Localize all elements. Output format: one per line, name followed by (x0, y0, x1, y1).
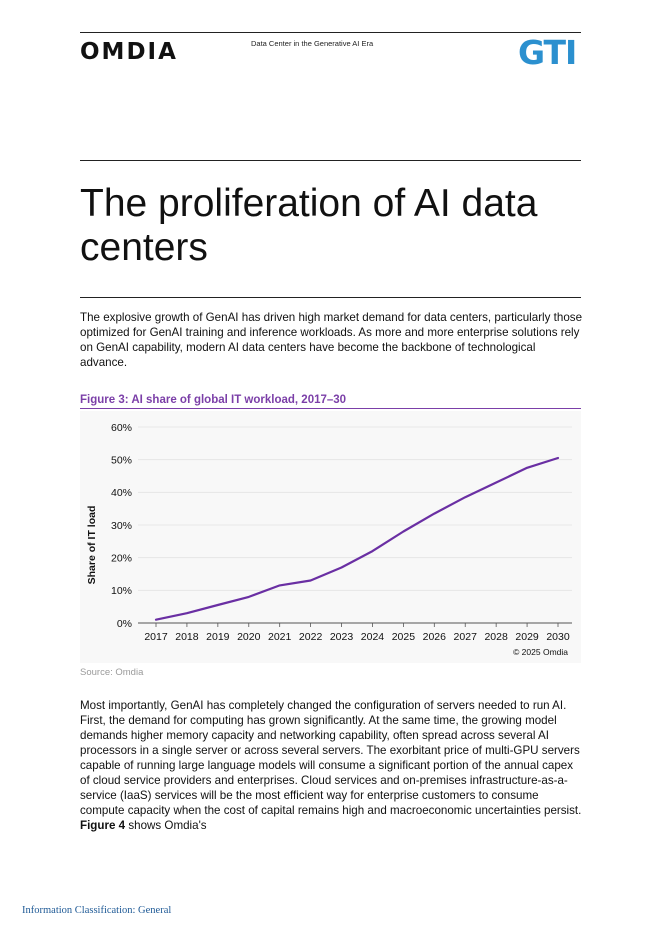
page-title: The proliferation of AI data centers (80, 182, 538, 269)
body-paragraph: Most importantly, GenAI has completely c… (80, 698, 585, 833)
x-tick-label: 2030 (546, 631, 570, 643)
x-tick-label: 2024 (361, 631, 385, 643)
x-tick-label: 2019 (206, 631, 230, 643)
y-tick-label: 40% (111, 487, 132, 499)
x-tick-label: 2018 (175, 631, 199, 643)
chart-panel (80, 411, 581, 663)
x-tick-label: 2025 (392, 631, 416, 643)
y-tick-label: 60% (111, 422, 132, 434)
series-line-ai-share (154, 456, 560, 621)
body-paragraph-main: Most importantly, GenAI has completely c… (80, 699, 582, 817)
x-tick-label: 2028 (484, 631, 508, 643)
figure-source: Source: Omdia (80, 667, 144, 678)
y-tick-label: 30% (111, 520, 132, 532)
y-tick-label: 10% (111, 585, 132, 597)
chart-copyright: © 2025 Omdia (513, 647, 568, 657)
omdia-logo: OMDIA (80, 39, 178, 65)
x-tick-labels: 2017 2018 2019 2020 2021 2022 2023 2024 2025 2026… (144, 623, 570, 643)
gti-logo: GTI (518, 33, 577, 72)
body-paragraph-tail: shows Omdia's (128, 819, 207, 832)
title-bottom-rule (80, 297, 581, 298)
figure-4-reference: Figure 4 (80, 819, 126, 832)
x-tick-label: 2017 (144, 631, 168, 643)
y-tick-label: 20% (111, 552, 132, 564)
title-top-rule (80, 160, 581, 161)
y-axis-title: Share of IT load (86, 506, 98, 585)
x-tick-label: 2023 (330, 631, 354, 643)
classification-footer: Information Classification: General (22, 905, 172, 916)
y-tick-label: 50% (111, 454, 132, 466)
chart-gridlines (138, 426, 572, 591)
line-chart: 0% 10% 20% 30% 40% 50% 60% 2017 2018 2019 2020 202… (86, 422, 572, 657)
header-top-rule (80, 32, 581, 33)
y-tick-label: 0% (117, 618, 132, 630)
x-tick-label: 2027 (454, 631, 478, 643)
x-tick-label: 2021 (268, 631, 292, 643)
x-tick-label: 2029 (515, 631, 539, 643)
x-tick-label: 2020 (237, 631, 261, 643)
figure-caption-rule (80, 408, 581, 409)
figure-caption: Figure 3: AI share of global IT workload… (80, 394, 347, 406)
x-tick-label: 2022 (299, 631, 323, 643)
intro-paragraph: The explosive growth of GenAI has driven… (80, 311, 583, 369)
header-subtitle: Data Center in the Generative AI Era (251, 39, 374, 48)
x-tick-label: 2026 (423, 631, 447, 643)
y-tick-labels: 0% 10% 20% 30% 40% 50% 60% (111, 422, 132, 630)
